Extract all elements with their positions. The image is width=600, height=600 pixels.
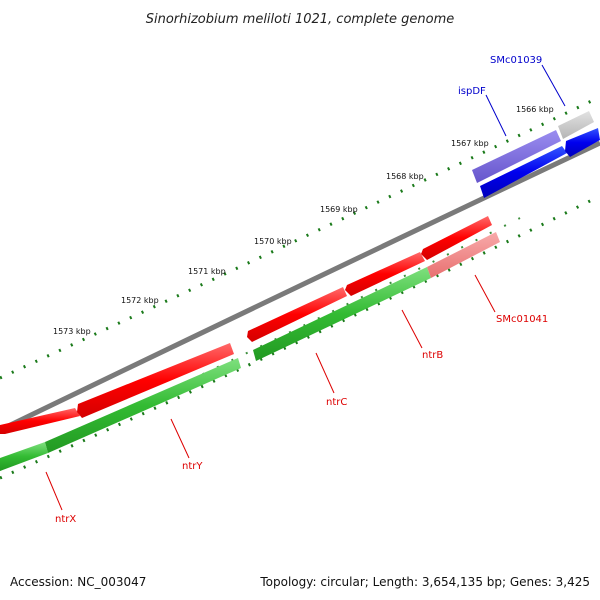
gene-label-SMc01041[interactable]: SMc01041 — [496, 314, 548, 325]
scale-label: 1570 kbp — [254, 237, 292, 246]
gene-SMc01041-forward[interactable] — [421, 216, 492, 260]
gene-label-ispDF[interactable]: ispDF — [458, 86, 486, 97]
scale-label: 1571 kbp — [188, 267, 226, 276]
gene-ispDF-blue[interactable] — [480, 146, 567, 198]
gene-ntrB-arrow[interactable] — [345, 252, 425, 296]
gene-label-SMc01039[interactable]: SMc01039 — [490, 55, 542, 66]
scale-label: 1566 kbp — [516, 105, 554, 114]
tick-row-inner — [0, 194, 600, 480]
gene-SMc01041-reverse[interactable] — [427, 232, 500, 278]
scale-label: 1573 kbp — [53, 327, 91, 336]
gene-ntrC-reverse[interactable] — [253, 267, 431, 361]
gene-label-ntrY[interactable]: ntrY — [182, 461, 203, 472]
genome-backbone — [0, 140, 600, 433]
gene-SMc01039-blue[interactable] — [565, 128, 600, 157]
gene-ntrY-arrow[interactable] — [77, 343, 234, 418]
leader-lines — [45, 64, 566, 511]
gene-label-ntrX[interactable]: ntrX — [55, 514, 76, 525]
gene-ispDF-purple[interactable] — [472, 130, 561, 183]
accession-text: Accession: NC_003047 — [10, 575, 146, 589]
scale-label: 1568 kbp — [386, 172, 424, 181]
gene-label-ntrC[interactable]: ntrC — [326, 397, 347, 408]
gene-ntrX-reverse[interactable] — [0, 442, 48, 471]
gene-SMc01039-gray[interactable] — [558, 111, 594, 139]
scale-label: 1569 kbp — [320, 205, 358, 214]
scale-labels: 1566 kbp 1567 kbp 1568 kbp 1569 kbp 1570… — [53, 105, 554, 336]
gene-ntrY-reverse[interactable] — [45, 358, 241, 453]
gene-ntrC-arrow[interactable] — [247, 287, 347, 342]
topology-summary: Topology: circular; Length: 3,654,135 bp… — [259, 575, 590, 589]
gene-ntrX-forward[interactable] — [0, 408, 80, 434]
scale-label: 1567 kbp — [451, 139, 489, 148]
gene-label-ntrB[interactable]: ntrB — [422, 350, 443, 361]
scale-label: 1572 kbp — [121, 296, 159, 305]
map-title: Sinorhizobium meliloti 1021, complete ge… — [146, 12, 455, 27]
